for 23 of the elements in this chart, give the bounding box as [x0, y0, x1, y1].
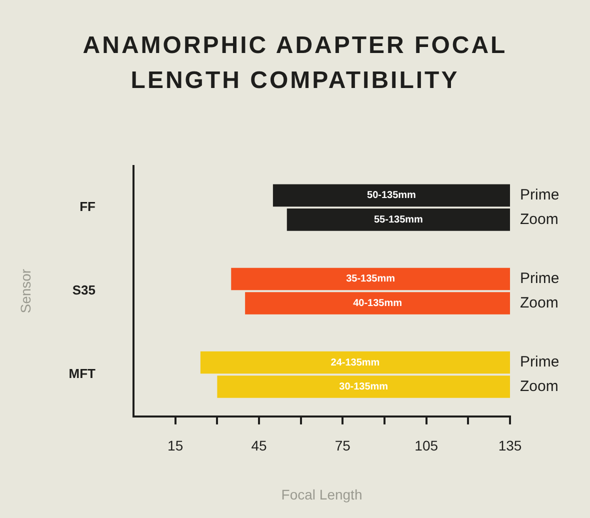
y-tick-label: MFT	[68, 366, 96, 382]
text: Zoom	[520, 378, 558, 395]
x-axis-title: Focal Length	[281, 486, 362, 502]
x-tick-label: 135	[498, 438, 522, 454]
text: Prime	[520, 354, 560, 371]
data-label: 40-135mm	[353, 298, 402, 309]
text: Prime	[520, 270, 560, 288]
chart-title: ANAMORPHIC ADAPTER FOCAL LENGTH COMPATIBILITY	[82, 31, 508, 96]
text: Zoom	[520, 294, 558, 312]
y-tick-label: S35	[72, 282, 96, 298]
data-label: 24-135mm	[330, 357, 380, 368]
x-tick-label: 105	[414, 438, 438, 454]
x-tick-label: 75	[334, 438, 351, 454]
data-label: 55-135mm	[374, 214, 424, 226]
data-label: 50-135mm	[367, 190, 416, 202]
data-label: 35-135mm	[346, 274, 396, 285]
y-tick-label: FF	[80, 199, 96, 214]
series-label: Zoom	[520, 210, 558, 228]
x-tick-label: 45	[251, 438, 268, 454]
x-tick-label: 15	[168, 438, 184, 454]
y-axis-title: Sensor	[17, 268, 34, 314]
series-label: Prime	[520, 186, 560, 204]
data-label: 30-135mm	[339, 381, 388, 392]
